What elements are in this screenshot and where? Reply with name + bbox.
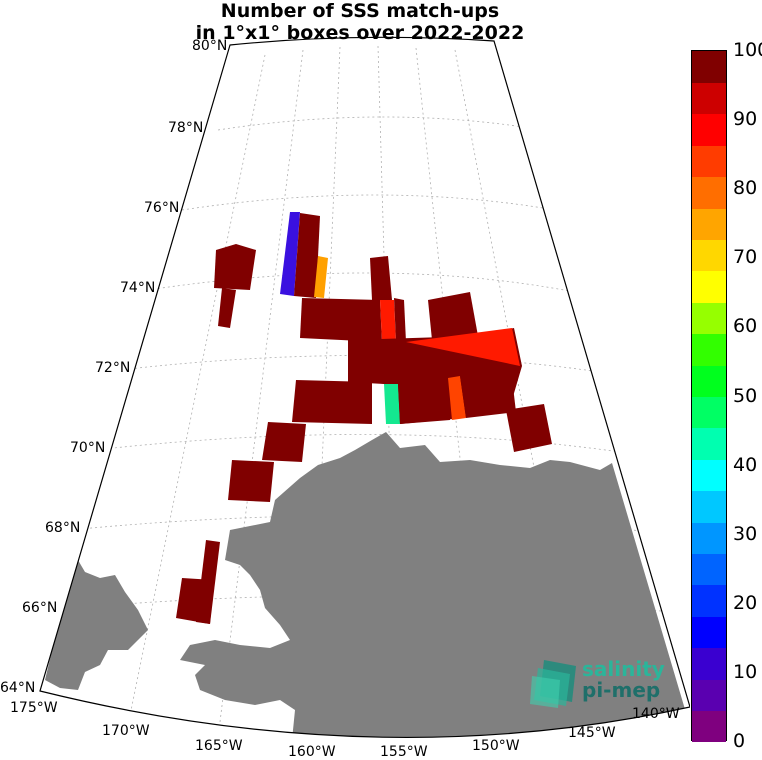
colorbar-tick-label: 20: [733, 591, 758, 614]
colorbar-segment: [692, 679, 726, 712]
colorbar-segment: [692, 302, 726, 335]
matchup-cell: [300, 298, 382, 342]
colorbar-segment: [692, 553, 726, 586]
lon-label-155: 155°W: [380, 744, 428, 760]
matchup-cell: [394, 298, 406, 342]
matchup-cells: [176, 212, 552, 624]
title-line-1: Number of SSS match-ups: [220, 0, 500, 22]
colorbar-segment: [692, 270, 726, 303]
matchup-cell: [314, 256, 328, 298]
lat-label-76: 76°N: [144, 200, 179, 216]
lat-label-74: 74°N: [120, 280, 155, 296]
matchup-cell: [506, 404, 552, 452]
lon-label-170: 170°W: [102, 723, 150, 739]
colorbar-segment: [692, 113, 726, 146]
lat-label-68: 68°N: [45, 520, 80, 536]
colorbar-segment: [692, 490, 726, 523]
lon-label-160: 160°W: [288, 744, 336, 760]
colorbar-segment: [692, 239, 726, 272]
colorbar-segment: [692, 647, 726, 680]
matchup-cell: [370, 256, 392, 300]
colorbar-segment: [692, 333, 726, 366]
colorbar: [691, 50, 727, 743]
matchup-cell: [460, 376, 516, 418]
latitude-labels: 80°N 78°N 76°N 74°N 72°N 70°N 68°N 66°N …: [0, 38, 227, 696]
logo-mark-icon: [530, 660, 576, 708]
matchup-cell: [428, 292, 478, 340]
title-line-2: in 1°x1° boxes over 2022-2022: [195, 22, 525, 44]
colorbar-tick-label: 80: [733, 177, 758, 200]
colorbar-segment: [692, 51, 726, 83]
colorbar-tick-label: 100: [733, 39, 762, 61]
colorbar-segment: [692, 82, 726, 115]
matchup-cell: [176, 578, 214, 624]
logo-text-pimep: pi-mep: [582, 678, 661, 702]
colorbar-segment: [692, 427, 726, 460]
lon-label-140: 140°W: [632, 706, 680, 722]
colorbar-segment: [692, 396, 726, 429]
lon-label-145: 145°W: [568, 725, 616, 741]
colorbar-tick-label: 50: [733, 384, 758, 407]
colorbar-tick-label: 60: [733, 315, 758, 338]
lon-label-150: 150°W: [472, 738, 520, 754]
colorbar-segment: [692, 176, 726, 209]
colorbar-segment: [692, 459, 726, 492]
colorbar-segment: [692, 365, 726, 397]
colorbar-segment: [692, 145, 726, 178]
colorbar-tick-label: 10: [733, 660, 758, 683]
lon-label-165: 165°W: [195, 738, 243, 754]
matchup-cell: [214, 244, 256, 290]
salinity-pimep-logo: salinity pi-mep: [530, 658, 670, 708]
colorbar-segment: [692, 584, 726, 617]
lat-label-78: 78°N: [168, 120, 203, 136]
lat-label-80: 80°N: [192, 38, 227, 54]
colorbar-segment: [692, 522, 726, 555]
matchup-cell: [384, 384, 400, 424]
map-figure: 80°N 78°N 76°N 74°N 72°N 70°N 68°N 66°N …: [0, 36, 690, 760]
colorbar-tick-label: 0: [733, 730, 746, 752]
colorbar-tick-label: 40: [733, 453, 758, 476]
colorbar-segment: [692, 710, 726, 743]
lat-label-72: 72°N: [95, 360, 130, 376]
matchup-cell: [262, 422, 306, 462]
matchup-cell: [218, 288, 236, 328]
map-outline: [39, 36, 690, 738]
logo-text-salinity: salinity: [582, 657, 665, 681]
colorbar-tick-label: 90: [733, 108, 758, 131]
colorbar-tick-label: 70: [733, 246, 758, 269]
matchup-cell: [398, 380, 450, 424]
matchup-cell: [294, 213, 320, 298]
lon-label-175: 175°W: [10, 700, 58, 716]
chart-title: Number of SSS match-ups in 1°x1° boxes o…: [120, 0, 600, 44]
colorbar-segment: [692, 208, 726, 240]
matchup-cell: [380, 300, 396, 342]
matchup-cell: [406, 328, 520, 366]
colorbar-tick-label: 30: [733, 522, 758, 545]
siberia-land: [45, 555, 148, 690]
matchup-cell: [292, 380, 372, 424]
lat-label-64: 64°N: [0, 680, 35, 696]
colorbar-segment: [692, 616, 726, 649]
lat-label-66: 66°N: [22, 600, 57, 616]
matchup-cell: [280, 212, 300, 296]
longitude-labels: 175°W 170°W 165°W 160°W 155°W 150°W 145°…: [10, 700, 680, 760]
matchup-cell: [448, 376, 466, 420]
lat-label-70: 70°N: [70, 440, 105, 456]
matchup-cell: [228, 460, 274, 502]
